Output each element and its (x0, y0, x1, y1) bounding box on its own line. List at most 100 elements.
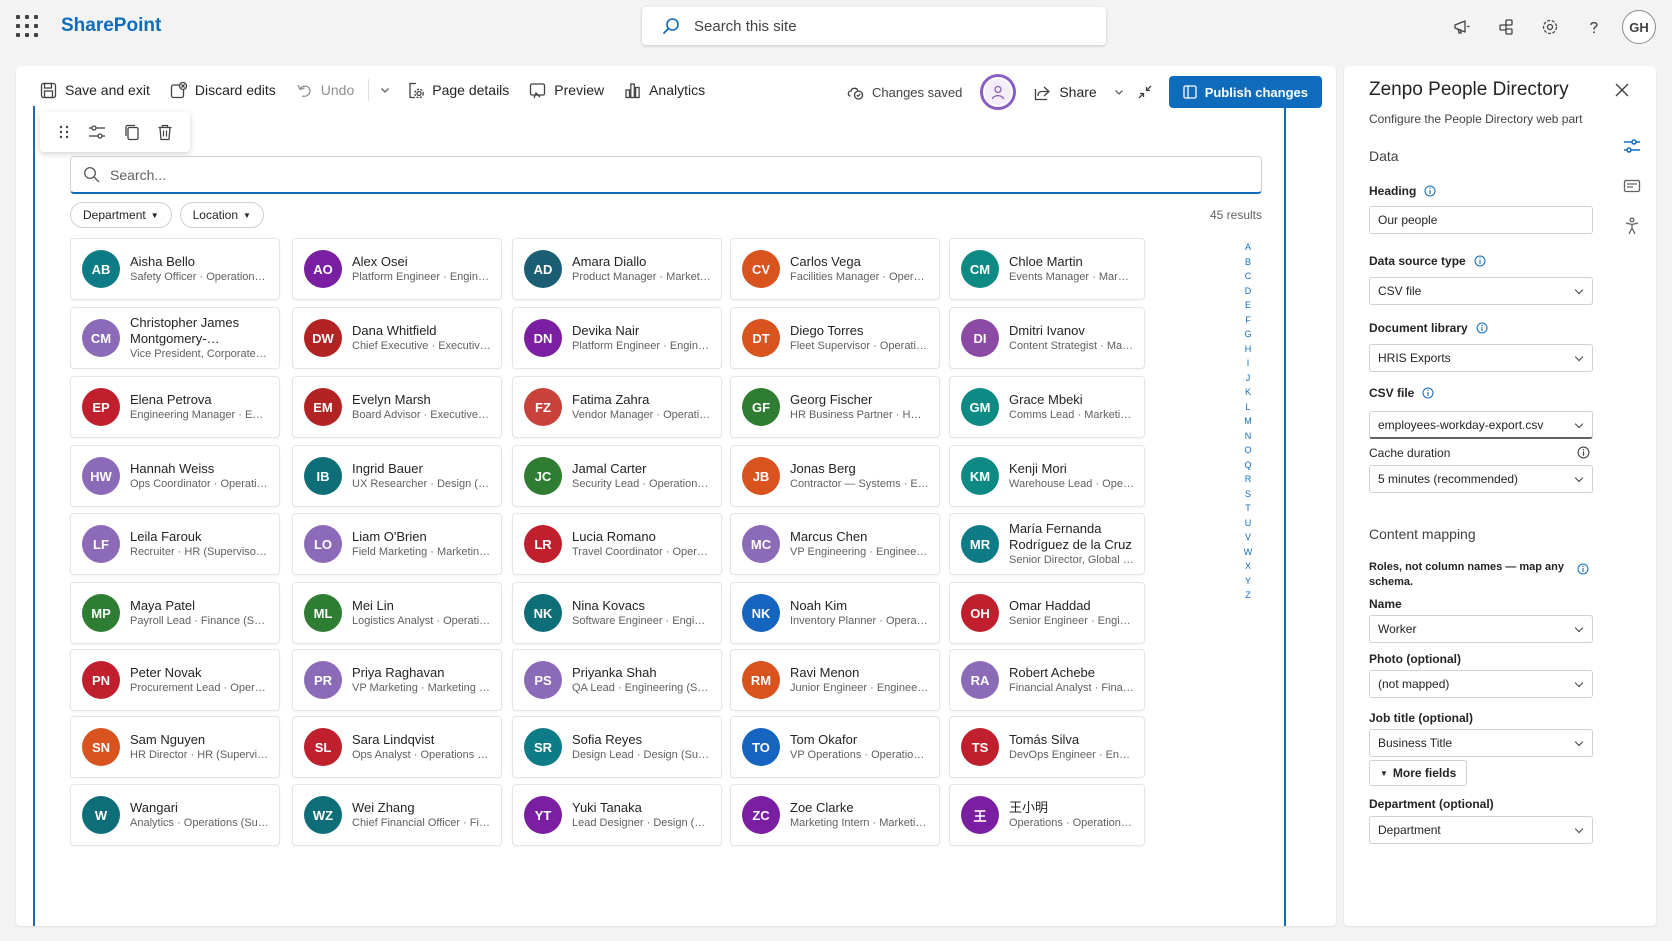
person-card[interactable]: RA Robert Achebe Financial Analyst · Finan… (949, 649, 1145, 711)
person-card[interactable]: CV Carlos Vega Facilities Manager · Operat… (730, 238, 940, 300)
document-library-dropdown[interactable]: HRIS Exports (1369, 344, 1593, 372)
alphabet-letter[interactable]: N (1244, 430, 1252, 441)
editor-presence-avatar[interactable] (980, 74, 1017, 110)
share-dropdown-button[interactable] (1107, 76, 1131, 108)
gear-icon[interactable] (1528, 5, 1572, 49)
drag-handle-icon[interactable] (57, 124, 71, 140)
collapse-button[interactable] (1131, 76, 1159, 108)
duplicate-icon[interactable] (124, 124, 140, 141)
person-card[interactable]: AB Aisha Bello Safety Officer · Operations… (70, 238, 280, 300)
info-icon[interactable] (1424, 185, 1436, 197)
name-mapping-dropdown[interactable]: Worker (1369, 615, 1593, 643)
person-card[interactable]: AD Amara Diallo Product Manager · Marketin… (512, 238, 722, 300)
person-card[interactable]: JC Jamal Carter Security Lead · Operations… (512, 445, 722, 507)
csv-file-dropdown[interactable]: employees-workday-export.csv (1369, 411, 1593, 439)
alphabet-letter[interactable]: K (1244, 387, 1251, 397)
page-details-button[interactable]: Page details (397, 74, 519, 106)
undo-dropdown-button[interactable] (373, 74, 397, 106)
person-card[interactable]: HW Hannah Weiss Ops Coordinator · Operatio… (70, 445, 280, 507)
alphabet-letter[interactable]: X (1244, 561, 1251, 571)
alphabet-letter[interactable]: Y (1244, 575, 1251, 586)
person-card[interactable]: PS Priyanka Shah QA Lead · Engineering (Su… (512, 649, 722, 711)
publish-changes-button[interactable]: Publish changes (1168, 76, 1322, 108)
brand-name[interactable]: SharePoint (61, 15, 162, 36)
alphabet-letter[interactable]: Q (1244, 459, 1252, 470)
location-filter[interactable]: Location ▼ (179, 202, 264, 228)
person-card[interactable]: EM Evelyn Marsh Board Advisor · Executive … (292, 376, 502, 438)
person-card[interactable]: SL Sara Lindqvist Ops Analyst · Operations… (292, 716, 502, 778)
alphabet-letter[interactable]: B (1244, 256, 1251, 267)
info-icon[interactable] (1422, 387, 1434, 399)
person-card[interactable]: MR María Fernanda Rodríguez de la Cruz Sen… (949, 513, 1145, 575)
person-card[interactable]: CM Christopher James Montgomery-… Vice Pre… (70, 307, 280, 369)
alphabet-letter[interactable]: A (1244, 242, 1251, 252)
person-card[interactable]: SR Sofia Reyes Design Lead · Design (Super… (512, 716, 722, 778)
alphabet-letter[interactable]: U (1244, 517, 1252, 528)
megaphone-icon[interactable] (1440, 5, 1484, 49)
info-icon[interactable] (1476, 322, 1488, 334)
alphabet-letter[interactable]: C (1244, 271, 1252, 281)
delete-icon[interactable] (157, 124, 173, 141)
cache-duration-dropdown[interactable]: 5 minutes (recommended) (1369, 465, 1593, 493)
person-card[interactable]: DT Diego Torres Fleet Supervisor · Operati… (730, 307, 940, 369)
person-card[interactable]: LO Liam O'Brien Field Marketing · Marketin… (292, 513, 502, 575)
help-icon[interactable] (1572, 5, 1616, 49)
alphabet-letter[interactable]: W (1243, 546, 1253, 557)
person-card[interactable]: ZC Zoe Clarke Marketing Intern · Marketing… (730, 784, 940, 846)
person-card[interactable]: RM Ravi Menon Junior Engineer · Engineerin… (730, 649, 940, 711)
alphabet-letter[interactable]: Z (1245, 590, 1251, 600)
alphabet-letter[interactable]: T (1245, 503, 1251, 513)
undo-button[interactable]: Undo (286, 74, 364, 106)
more-fields-button[interactable]: ▼ More fields (1369, 760, 1468, 786)
accessibility-icon[interactable] (1620, 206, 1644, 246)
close-pane-button[interactable] (1614, 82, 1630, 101)
preview-button[interactable]: Preview (519, 74, 614, 106)
alphabet-letter[interactable]: O (1244, 445, 1252, 455)
person-card[interactable]: IB Ingrid Bauer UX Researcher · Design (Su… (292, 445, 502, 507)
share-network-icon[interactable] (1484, 5, 1528, 49)
discard-edits-button[interactable]: Discard edits (160, 74, 286, 106)
heading-field[interactable]: Our people (1369, 206, 1593, 234)
analytics-button[interactable]: Analytics (614, 74, 715, 106)
person-card[interactable]: PR Priya Raghavan VP Marketing · Marketing… (292, 649, 502, 711)
info-icon[interactable] (1474, 255, 1486, 267)
person-card[interactable]: WZ Wei Zhang Chief Financial Officer · Fin… (292, 784, 502, 846)
alphabet-letter[interactable]: V (1244, 532, 1251, 542)
alphabet-letter[interactable]: E (1244, 300, 1251, 310)
app-launcher-icon[interactable] (16, 15, 38, 37)
department-mapping-dropdown[interactable]: Department (1369, 816, 1593, 844)
alphabet-letter[interactable]: G (1244, 329, 1252, 339)
person-card[interactable]: FZ Fatima Zahra Vendor Manager · Operation… (512, 376, 722, 438)
alphabet-letter[interactable]: H (1244, 343, 1252, 354)
person-card[interactable]: LR Lucia Romano Travel Coordinator · Opera… (512, 513, 722, 575)
alphabet-letter[interactable]: S (1244, 488, 1251, 499)
save-exit-button[interactable]: Save and exit (30, 74, 160, 106)
person-card[interactable]: MC Marcus Chen VP Engineering · Engineerin… (730, 513, 940, 575)
person-card[interactable]: LF Leila Farouk Recruiter · HR (Supervisor… (70, 513, 280, 575)
edit-properties-icon[interactable] (88, 124, 106, 140)
alphabet-letter[interactable]: F (1245, 314, 1251, 325)
person-card[interactable]: DN Devika Nair Platform Engineer · Enginee… (512, 307, 722, 369)
alphabet-letter[interactable]: L (1245, 401, 1251, 412)
photo-mapping-dropdown[interactable]: (not mapped) (1369, 670, 1593, 698)
info-icon[interactable] (1577, 563, 1589, 575)
department-filter[interactable]: Department ▼ (70, 202, 172, 228)
share-button[interactable]: Share (1024, 76, 1106, 108)
directory-search-input[interactable]: Search... (70, 156, 1262, 194)
person-card[interactable]: EP Elena Petrova Engineering Manager · Eng… (70, 376, 280, 438)
